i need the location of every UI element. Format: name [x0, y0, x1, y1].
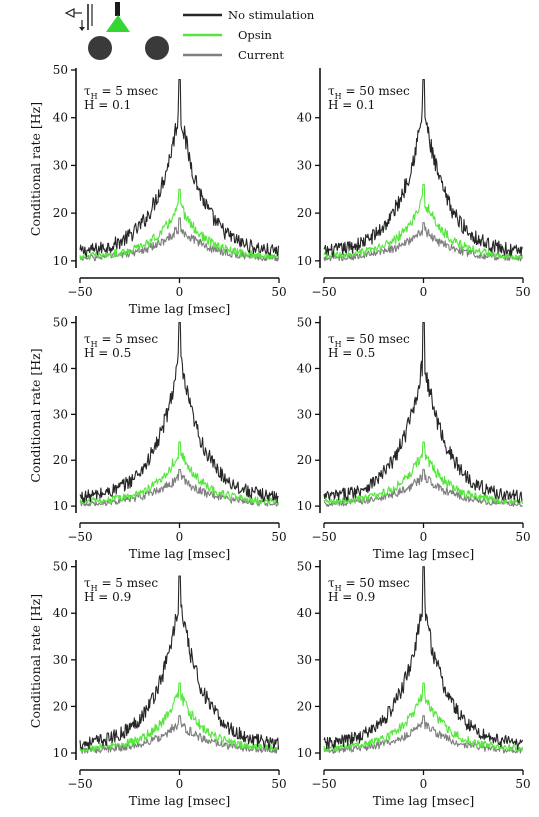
panel-row1-col1: 10 20 30 40 50 −50 0 50 Time lag [msec] Condition…: [28, 63, 287, 316]
tau-annotation: τH = 50 msec: [328, 576, 410, 593]
legend: No stimulation Opsin Current: [183, 8, 315, 62]
y-tick-label: 40: [297, 361, 312, 375]
x-tick-label: −50: [67, 530, 92, 544]
y-tick-label: 20: [297, 453, 312, 467]
stimulation-schematic: [64, 2, 169, 60]
x-tick-label: 0: [176, 285, 184, 299]
y-tick-label: 30: [297, 653, 312, 667]
y-tick-label: 50: [297, 316, 312, 330]
tau-annotation: τH = 50 msec: [328, 332, 410, 349]
tau-annotation: τH = 5 msec: [84, 576, 158, 593]
legend-label-current: Current: [238, 48, 284, 62]
x-tick-label: 50: [515, 777, 530, 791]
y-tick-label: 20: [53, 453, 68, 467]
y-tick-label: 40: [297, 606, 312, 620]
tau-annotation: τH = 50 msec: [328, 84, 410, 101]
neuron-soma-left-icon: [88, 36, 112, 60]
y-tick-label: 10: [53, 499, 68, 513]
light-source-icon: [64, 8, 82, 18]
y-tick-label: 40: [53, 361, 68, 375]
x-tick-label: 50: [271, 530, 286, 544]
y-tick-label: 50: [297, 560, 312, 574]
x-tick-label: −50: [67, 285, 92, 299]
panel-row2-col1: 10 20 30 40 50 −50 0 50 Time lag [msec] Condition…: [28, 316, 287, 561]
x-axis-label: Time lag [msec]: [373, 546, 474, 561]
y-tick-label: 50: [53, 316, 68, 330]
y-tick-label: 30: [53, 653, 68, 667]
series-line-opsin: [79, 188, 280, 260]
tau-annotation: τH = 5 msec: [84, 332, 158, 349]
y-tick-label: 40: [53, 111, 68, 125]
y-tick-label: 10: [297, 254, 312, 268]
y-tick-label: 40: [53, 606, 68, 620]
tau-annotation: τH = 5 msec: [84, 84, 158, 101]
series-line-opsin: [79, 441, 280, 506]
x-tick-label: 50: [515, 285, 530, 299]
x-tick-label: 0: [420, 530, 428, 544]
panel-row3-col1: 10 20 30 40 50 −50 0 50 Time lag [msec] Condition…: [28, 560, 287, 808]
x-tick-label: 50: [271, 777, 286, 791]
series-line-opsin: [79, 682, 280, 752]
series-line-current: [324, 468, 523, 508]
x-tick-label: 50: [271, 285, 286, 299]
y-tick-label: 50: [53, 63, 68, 77]
series-line-no-stimulation: [79, 322, 279, 504]
series-line-no-stimulation: [79, 575, 280, 750]
y-tick-label: 20: [297, 699, 312, 713]
series-line-no-stimulation: [323, 566, 524, 750]
x-tick-label: 0: [420, 777, 428, 791]
x-tick-label: 0: [176, 777, 184, 791]
series-line-opsin: [323, 441, 524, 506]
y-tick-label: 10: [53, 254, 68, 268]
panel-row2-col2: 10 20 30 40 50 −50 0 50 Time lag [msec] τH = 50 m…: [297, 316, 531, 561]
series-line-opsin: [323, 682, 524, 753]
x-axis-label: Time lag [msec]: [373, 793, 474, 808]
legend-label-opsin: Opsin: [238, 28, 272, 42]
x-tick-label: −50: [311, 285, 336, 299]
x-axis-label: Time lag [msec]: [129, 546, 230, 561]
y-tick-label: 20: [53, 206, 68, 220]
series-line-current: [323, 715, 523, 754]
y-tick-label: 50: [53, 560, 68, 574]
legend-label-no-stimulation: No stimulation: [228, 8, 315, 22]
y-axis-label: Conditional rate [Hz]: [28, 348, 43, 482]
x-tick-label: −50: [311, 530, 336, 544]
x-axis-label: Time lag [msec]: [129, 793, 230, 808]
y-tick-label: 30: [297, 407, 312, 421]
y-tick-label: 20: [53, 699, 68, 713]
series-line-no-stimulation: [79, 78, 280, 258]
electrode-icon: [79, 4, 93, 31]
h-annotation: H = 0.5: [84, 346, 131, 360]
x-tick-label: −50: [67, 777, 92, 791]
series-line-current: [79, 217, 280, 262]
y-axis-label: Conditional rate [Hz]: [28, 102, 43, 236]
panel-row3-col2: 10 20 30 40 50 −50 0 50 Time lag [msec] τH = 50 m…: [297, 560, 531, 808]
y-tick-label: 10: [53, 746, 68, 760]
h-annotation: H = 0.9: [84, 590, 131, 604]
y-tick-label: 30: [297, 158, 312, 172]
x-tick-label: 0: [176, 530, 184, 544]
x-tick-label: 0: [420, 285, 428, 299]
x-tick-label: 50: [515, 530, 530, 544]
y-tick-label: 40: [297, 111, 312, 125]
series-line-no-stimulation: [323, 322, 523, 504]
y-tick-label: 30: [53, 407, 68, 421]
series-line-no-stimulation: [323, 78, 524, 258]
h-annotation: H = 0.1: [84, 98, 131, 112]
y-tick-label: 30: [53, 158, 68, 172]
neuron-soma-right-icon: [145, 36, 169, 60]
y-tick-label: 10: [297, 746, 312, 760]
y-axis-label: Conditional rate [Hz]: [28, 594, 43, 728]
y-tick-label: 10: [297, 499, 312, 513]
x-axis-label: Time lag [msec]: [129, 301, 230, 316]
y-tick-label: 20: [297, 206, 312, 220]
x-tick-label: −50: [311, 777, 336, 791]
neuron-icon: [106, 15, 130, 32]
h-annotation: H = 0.1: [328, 98, 375, 112]
optic-fiber-icon: [115, 2, 120, 16]
h-annotation: H = 0.9: [328, 590, 375, 604]
h-annotation: H = 0.5: [328, 346, 375, 360]
